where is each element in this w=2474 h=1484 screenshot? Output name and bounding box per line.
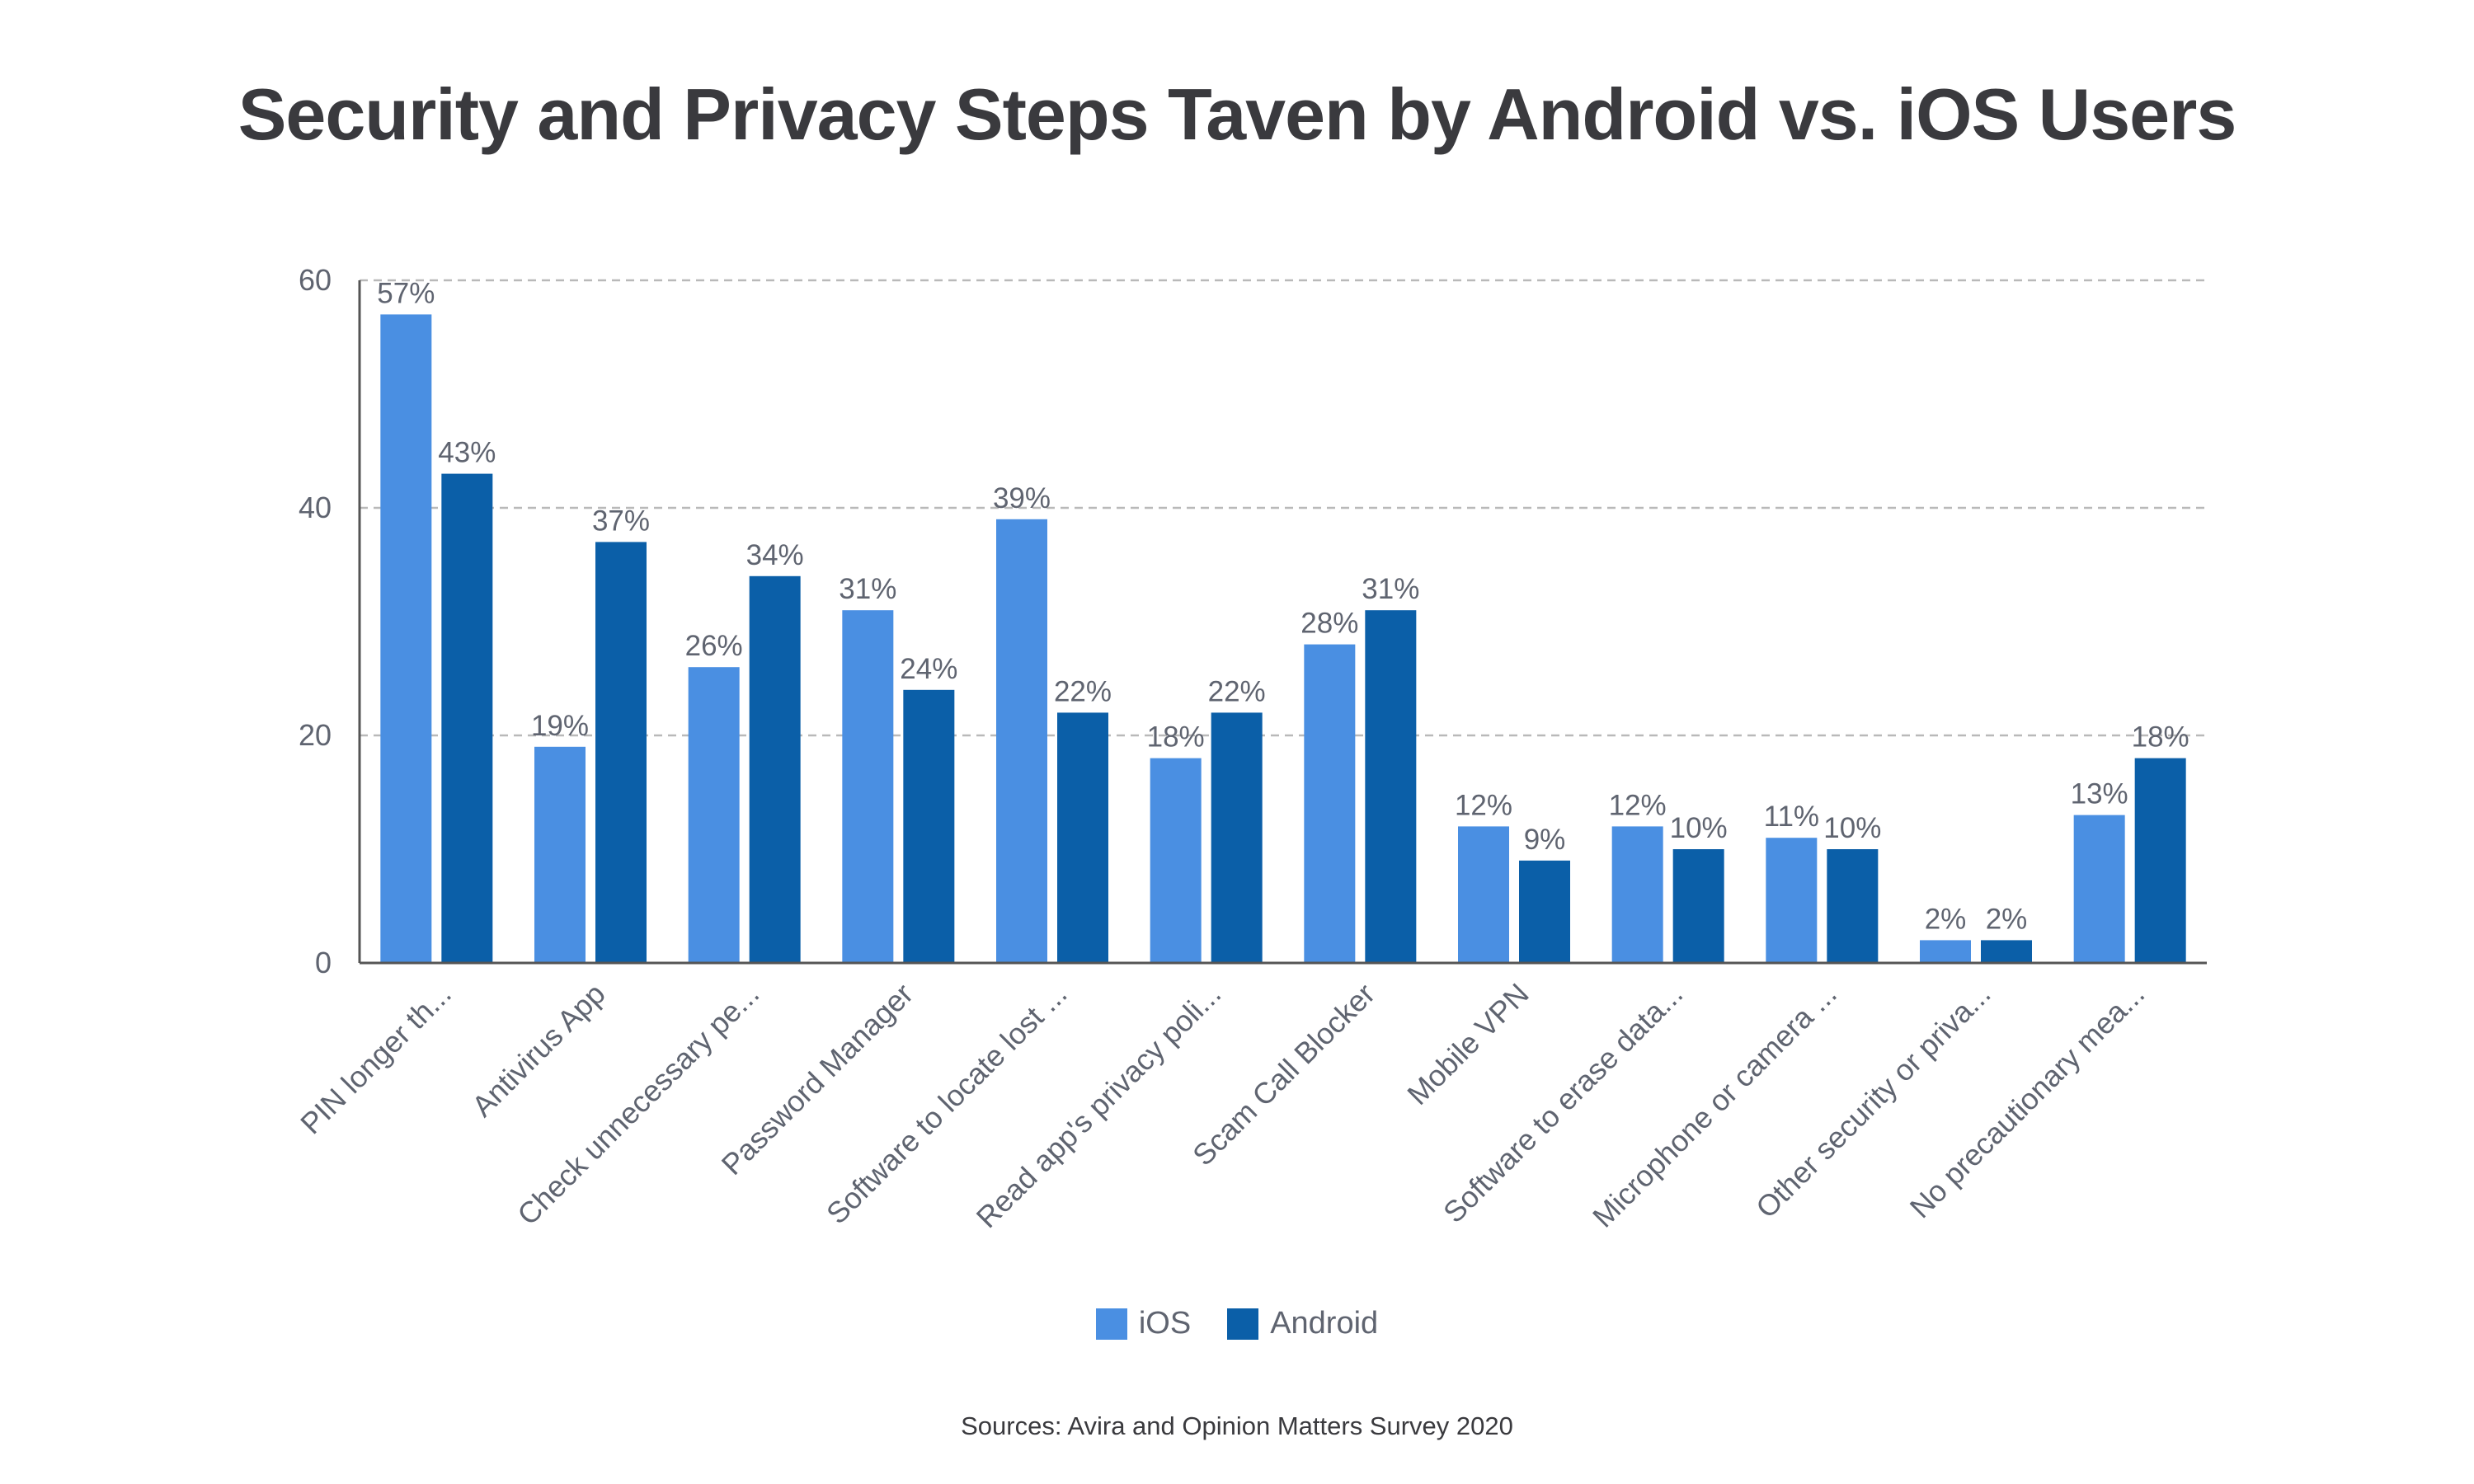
bar-ios-9[interactable] <box>1766 838 1818 963</box>
axes <box>358 280 2207 965</box>
bar-android-2[interactable] <box>749 575 801 963</box>
value-label-ios-5: 18% <box>1147 721 1205 754</box>
legend-label-ios: iOS <box>1138 1306 1192 1341</box>
bar-android-0[interactable] <box>441 473 493 963</box>
bar-ios-4[interactable] <box>996 519 1047 963</box>
value-label-ios-4: 39% <box>993 482 1051 514</box>
y-tick-label-40: 40 <box>299 491 332 524</box>
legend-label-android: Android <box>1270 1306 1379 1341</box>
bar-android-3[interactable] <box>903 689 955 963</box>
category-label-0: PIN longer th... <box>294 977 458 1141</box>
category-label-5: Read app's privacy poli... <box>970 977 1228 1235</box>
bar-android-11[interactable] <box>2134 758 2186 963</box>
value-label-android-4: 22% <box>1054 675 1112 707</box>
bar-android-1[interactable] <box>595 542 647 963</box>
value-label-ios-6: 28% <box>1300 608 1358 640</box>
value-label-ios-7: 12% <box>1455 789 1512 821</box>
value-label-android-7: 9% <box>1524 824 1566 856</box>
y-tick-label-20: 20 <box>299 718 332 752</box>
value-label-android-1: 37% <box>592 505 650 537</box>
legend-swatch-ios <box>1095 1308 1127 1340</box>
y-tick-label-0: 0 <box>315 946 332 979</box>
bar-android-4[interactable] <box>1057 712 1108 963</box>
legend: iOS Android <box>0 1306 2474 1341</box>
bar-ios-11[interactable] <box>2073 815 2125 963</box>
bar-android-10[interactable] <box>1981 940 2032 963</box>
bar-ios-5[interactable] <box>1150 758 1202 963</box>
value-label-ios-8: 12% <box>1609 789 1667 821</box>
bar-ios-1[interactable] <box>534 746 586 963</box>
bar-ios-0[interactable] <box>380 314 432 963</box>
value-label-android-2: 34% <box>746 539 804 571</box>
value-label-ios-0: 57% <box>377 277 435 309</box>
value-label-ios-2: 26% <box>685 630 743 662</box>
legend-item-ios[interactable]: iOS <box>1095 1306 1192 1341</box>
bar-android-8[interactable] <box>1672 849 1724 963</box>
bar-android-5[interactable] <box>1211 712 1263 963</box>
value-label-android-8: 10% <box>1670 812 1728 844</box>
value-label-ios-1: 19% <box>531 710 589 742</box>
source-note: Sources: Avira and Opinion Matters Surve… <box>961 1411 1513 1440</box>
value-label-ios-10: 2% <box>1925 903 1967 935</box>
bar-android-6[interactable] <box>1365 610 1417 963</box>
bar-ios-2[interactable] <box>688 667 740 963</box>
category-label-1: Antivirus App <box>465 977 612 1124</box>
value-label-ios-11: 13% <box>2071 778 2128 810</box>
value-label-android-5: 22% <box>1208 675 1266 707</box>
bar-ios-6[interactable] <box>1304 644 1356 963</box>
value-label-android-3: 24% <box>900 653 957 685</box>
bar-android-7[interactable] <box>1519 860 1570 963</box>
bar-ios-8[interactable] <box>1611 826 1663 963</box>
value-label-android-11: 18% <box>2132 721 2189 754</box>
legend-item-android[interactable]: Android <box>1227 1306 1378 1341</box>
value-label-android-10: 2% <box>1986 903 2028 935</box>
value-label-ios-9: 11% <box>1764 801 1819 833</box>
value-label-android-9: 10% <box>1823 812 1881 844</box>
category-label-7: Mobile VPN <box>1400 977 1535 1111</box>
category-label-9: Microphone or camera ... <box>1586 977 1843 1234</box>
y-tick-label-60: 60 <box>299 263 332 297</box>
bar-ios-10[interactable] <box>1920 940 1971 963</box>
value-label-android-0: 43% <box>438 437 496 469</box>
value-label-android-6: 31% <box>1362 573 1419 605</box>
bars <box>380 314 2186 963</box>
bar-ios-3[interactable] <box>842 610 894 963</box>
bar-ios-7[interactable] <box>1458 826 1509 963</box>
legend-swatch-android <box>1227 1308 1259 1340</box>
value-label-ios-3: 31% <box>839 573 896 605</box>
chart-title: Security and Privacy Steps Taven by Andr… <box>238 73 2237 155</box>
bar-android-9[interactable] <box>1827 849 1879 963</box>
